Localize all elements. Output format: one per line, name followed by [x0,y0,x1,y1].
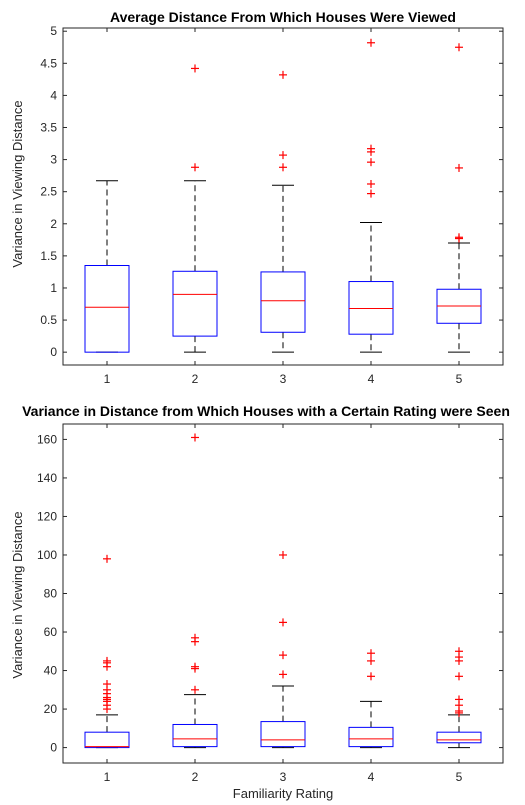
x-tick-label: 1 [104,372,111,386]
y-tick-label: 4 [50,88,57,102]
x-tick-label: 2 [192,770,199,784]
outlier-point [367,144,375,153]
outlier-point [279,651,287,660]
outlier-point [279,670,287,679]
outlier-point [191,163,199,172]
boxes [84,38,482,353]
box-2 [172,433,218,749]
y-tick-label: 3 [50,153,57,167]
outlier-point [367,38,375,47]
outlier-point [191,685,199,694]
box-2 [172,64,218,353]
outlier-point [455,672,463,681]
y-ticks: 0 20 40 60 80 100 120 140 160 [37,432,503,755]
y-tick-label: 160 [37,432,57,446]
box-iqr [348,281,394,335]
box-iqr [172,723,218,748]
outlier-point [367,179,375,188]
box-3 [260,70,306,353]
box-5 [436,647,482,749]
y-tick-label: 140 [37,471,57,485]
outlier-point [279,70,287,79]
y-ticks: 0 0.5 1 1.5 2 2.5 3 3.5 4 4.5 5 [40,24,503,359]
chart-title: Variance in Distance from Which Houses w… [22,403,510,419]
box-4 [348,38,394,353]
outlier-point [367,158,375,167]
box-iqr [260,271,306,333]
y-tick-label: 100 [37,548,57,562]
chart-title: Average Distance From Which Houses Were … [110,9,456,25]
y-tick-label: 2.5 [40,185,57,199]
box-5 [436,43,482,353]
y-tick-label: 3.5 [40,120,57,134]
x-tick-label: 2 [192,372,199,386]
outlier-point [103,656,111,665]
outlier-point [455,43,463,52]
x-tick-label: 4 [368,372,375,386]
outlier-point [367,649,375,658]
y-tick-label: 0 [50,741,57,755]
x-ticks: 1 2 3 4 5 [104,424,463,784]
box-4 [348,649,394,749]
chart-average-distance: Average Distance From Which Houses Were … [10,9,504,386]
y-axis-label: Variance in Viewing Distance [10,511,25,678]
x-tick-label: 4 [368,770,375,784]
outlier-point [279,163,287,172]
outlier-point [455,233,463,242]
outlier-point [279,550,287,559]
y-tick-label: 40 [44,664,58,678]
outlier-point [367,656,375,665]
outlier-point [455,695,463,704]
x-tick-label: 5 [456,770,463,784]
y-tick-label: 80 [44,587,58,601]
y-tick-label: 1.5 [40,249,57,263]
outlier-point [367,189,375,198]
plot-area [62,423,504,764]
outlier-point [367,672,375,681]
y-tick-label: 0 [50,345,57,359]
outlier-point [455,647,463,656]
y-tick-label: 5 [50,24,57,38]
box-3 [260,550,306,749]
x-tick-label: 3 [280,372,287,386]
box-1 [84,554,130,749]
y-tick-label: 4.5 [40,56,57,70]
box-iqr [172,270,218,337]
outlier-point [191,662,199,671]
y-tick-label: 120 [37,509,57,523]
x-tick-label: 1 [104,770,111,784]
x-tick-label: 3 [280,770,287,784]
outlier-point [191,633,199,642]
outlier-point [103,680,111,689]
outlier-point [455,163,463,172]
box-iqr [436,731,482,744]
box-iqr [84,731,130,749]
chart-variance-distance: Variance in Distance from Which Houses w… [10,403,510,801]
outlier-point [279,151,287,160]
outlier-point [279,618,287,627]
y-tick-label: 2 [50,217,57,231]
boxes [84,433,482,749]
y-tick-label: 1 [50,281,57,295]
y-tick-label: 0.5 [40,313,57,327]
y-axis-label: Variance in Viewing Distance [10,100,25,267]
outlier-point [191,64,199,73]
x-ticks: 1 2 3 4 5 [104,28,463,386]
box-iqr [348,726,394,748]
box-iqr [260,721,306,748]
x-tick-label: 5 [456,372,463,386]
y-tick-label: 20 [44,702,58,716]
y-tick-label: 60 [44,625,58,639]
outlier-point [103,554,111,563]
x-axis-label: Familiarity Rating [233,786,333,801]
box-iqr [84,265,130,353]
box-1 [84,180,130,353]
outlier-point [191,433,199,442]
